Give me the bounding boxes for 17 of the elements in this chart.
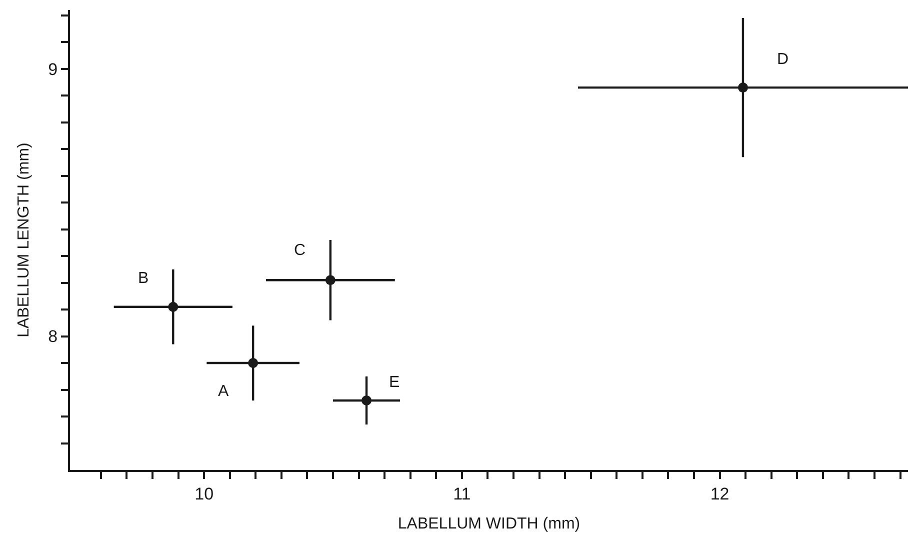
- point: [362, 395, 372, 406]
- y-axis-title: LABELLUM LENGTH (mm): [16, 142, 33, 338]
- point: [168, 302, 178, 312]
- annotation: A: [218, 383, 229, 400]
- annotation: E: [389, 374, 400, 391]
- x-tick-label: 11: [453, 484, 471, 504]
- point: [738, 82, 748, 93]
- annotation: B: [138, 270, 149, 287]
- annotation: C: [294, 242, 306, 259]
- y-tick-label: 9: [48, 60, 58, 79]
- x-tick-label: 10: [194, 484, 214, 504]
- point: [248, 358, 258, 368]
- y-tick-label: 8: [48, 327, 58, 346]
- annotation: D: [777, 51, 789, 68]
- x-tick-label: 12: [710, 484, 730, 504]
- x-axis-title: LABELLUM WIDTH (mm): [398, 516, 580, 533]
- point: [325, 275, 336, 286]
